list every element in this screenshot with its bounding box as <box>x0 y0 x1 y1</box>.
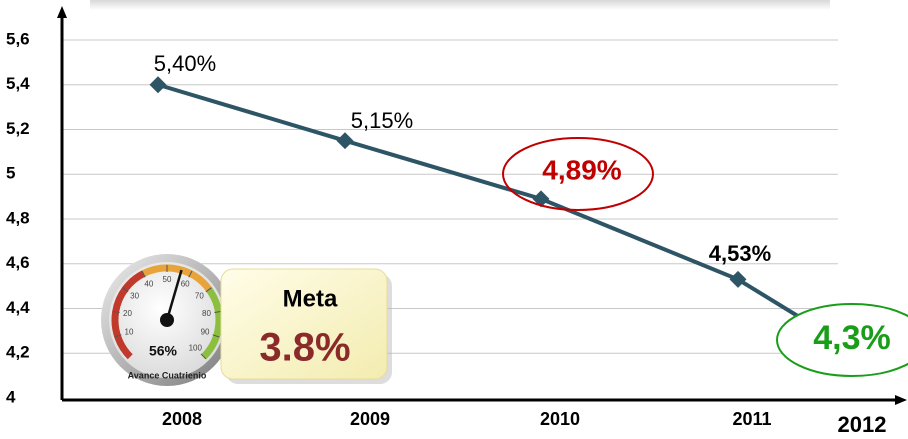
gauge-tick-label: 60 <box>181 279 190 288</box>
x-tick-label: 2012 <box>838 412 887 437</box>
top-band <box>90 0 830 10</box>
gauge-tick-label: 10 <box>125 327 134 336</box>
gauge: 56% Avance Cuatrienio 10 20 30 40 50 60 70 80 90… <box>101 254 233 386</box>
y-tick-label: 4,6 <box>6 253 30 272</box>
gauge-tick-label: 100 <box>189 343 203 352</box>
data-label: 4,3% <box>813 319 891 357</box>
gauge-tick-label: 80 <box>202 309 211 318</box>
gauge-tick-label: 50 <box>163 275 172 284</box>
y-tick-label: 5 <box>6 164 15 183</box>
data-label: 5,40% <box>154 51 216 76</box>
gauge-tick-label: 20 <box>123 309 132 318</box>
x-axis-arrow <box>895 395 907 405</box>
y-tick-label: 5,6 <box>6 29 30 48</box>
y-tick-label: 4,2 <box>6 343 30 362</box>
y-tick-label: 5,4 <box>6 74 30 93</box>
data-label: 4,89% <box>542 154 621 185</box>
y-tick-label: 4 <box>6 387 16 406</box>
y-tick-label: 4,4 <box>6 298 30 317</box>
x-tick-label: 2010 <box>540 409 580 429</box>
y-tick-label: 5,2 <box>6 119 30 138</box>
gauge-tick-label: 40 <box>144 279 153 288</box>
data-label: 4,53% <box>709 241 771 266</box>
data-label: 5,15% <box>351 108 413 133</box>
gauge-caption: Avance Cuatrienio <box>128 370 207 380</box>
gauge-hub <box>160 313 174 327</box>
marker <box>150 76 167 93</box>
chart: 4 4,2 4,4 4,6 4,8 5 5,2 5,4 5,6 5,40% 5,15% 4,89% 4… <box>0 0 908 439</box>
x-tick-label: 2011 <box>732 409 771 429</box>
y-tick-label: 4,8 <box>6 208 30 227</box>
y-axis-arrow <box>57 6 67 18</box>
gauge-value: 56% <box>149 343 178 359</box>
x-tick-label: 2008 <box>162 409 202 429</box>
gauge-tick-label: 70 <box>195 292 204 301</box>
meta-box: Meta 3.8% <box>221 269 392 384</box>
meta-value: 3.8% <box>259 326 350 370</box>
gauge-tick-label: 30 <box>130 292 139 301</box>
meta-title: Meta <box>283 285 338 312</box>
x-tick-label: 2009 <box>350 409 390 429</box>
gauge-tick-label: 90 <box>201 327 210 336</box>
marker <box>337 132 354 149</box>
